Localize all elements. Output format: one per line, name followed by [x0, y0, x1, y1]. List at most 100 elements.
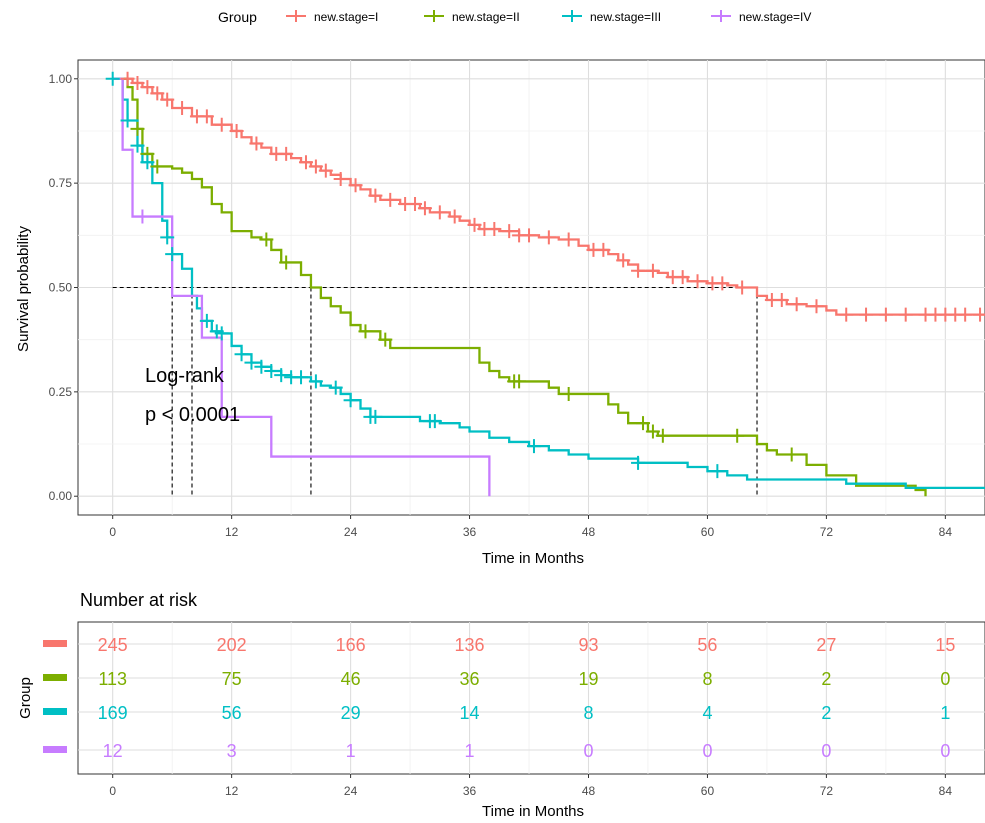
risk-cell: 46 — [341, 669, 361, 689]
x-tick-label: 84 — [939, 525, 953, 539]
censor-mark — [690, 274, 705, 289]
risk-x-tick-label: 84 — [939, 784, 953, 798]
censor-mark — [541, 230, 556, 245]
x-tick-label: 48 — [582, 525, 596, 539]
risk-cell: 245 — [98, 635, 128, 655]
risk-cell: 1 — [465, 741, 475, 761]
y-tick-label: 0.50 — [49, 281, 73, 295]
risk-cell: 2 — [821, 703, 831, 723]
censor-mark — [878, 307, 893, 322]
censor-mark — [447, 209, 462, 224]
risk-cell: 8 — [583, 703, 593, 723]
legend-title: Group — [218, 9, 257, 25]
censor-mark — [294, 370, 309, 385]
x-tick-label: 36 — [463, 525, 477, 539]
risk-cell: 169 — [98, 703, 128, 723]
risk-cell: 29 — [341, 703, 361, 723]
x-tick-label: 0 — [109, 525, 116, 539]
censor-mark — [432, 205, 447, 220]
censor-mark — [140, 155, 155, 170]
risk-cell: 8 — [702, 669, 712, 689]
censor-mark — [368, 409, 383, 424]
risk-cell: 113 — [98, 669, 127, 689]
censor-marks — [105, 71, 985, 479]
risk-table-title: Number at risk — [80, 590, 198, 610]
risk-x-tick-label: 12 — [225, 784, 239, 798]
censor-mark — [274, 368, 289, 383]
censor-mark — [199, 313, 214, 328]
risk-x-tick-label: 60 — [701, 784, 715, 798]
risk-group-swatch — [43, 746, 67, 753]
risk-cell: 56 — [222, 703, 242, 723]
survival-curve — [112, 77, 927, 497]
censor-mark — [229, 123, 244, 138]
censor-mark — [467, 217, 482, 232]
y-tick-label: 0.25 — [49, 385, 73, 399]
censor-mark — [130, 138, 145, 153]
censor-mark — [358, 324, 373, 339]
censor-mark — [130, 121, 145, 136]
censor-mark — [175, 101, 190, 116]
legend-label: new.stage=III — [590, 10, 661, 24]
risk-cell: 0 — [940, 741, 950, 761]
y-axis-title: Survival probability — [15, 226, 32, 352]
censor-mark — [279, 255, 294, 270]
censor-mark — [259, 232, 274, 247]
risk-group-swatch — [43, 674, 67, 681]
censor-mark — [636, 416, 651, 431]
censor-mark — [774, 293, 789, 308]
risk-y-axis-title: Group — [17, 677, 34, 719]
censor-mark — [408, 197, 423, 212]
risk-cell: 15 — [935, 635, 955, 655]
risk-x-tick-label: 48 — [582, 784, 596, 798]
censor-mark — [308, 374, 323, 389]
censor-mark — [526, 439, 541, 454]
risk-group-swatch — [43, 640, 67, 647]
censor-mark — [596, 242, 611, 257]
censor-mark — [333, 171, 348, 186]
censor-mark — [631, 455, 646, 470]
risk-cell: 1 — [346, 741, 356, 761]
risk-cell: 14 — [460, 703, 480, 723]
risk-cell: 4 — [702, 703, 712, 723]
censor-mark — [487, 222, 502, 237]
risk-group-swatches — [43, 640, 67, 753]
risk-cell: 19 — [578, 669, 598, 689]
risk-cell: 3 — [227, 741, 237, 761]
censor-mark — [214, 326, 229, 341]
censor-mark — [730, 428, 745, 443]
risk-x-tick-label: 0 — [109, 784, 116, 798]
censor-mark — [710, 464, 725, 479]
censor-mark — [140, 80, 155, 95]
risk-cell: 36 — [460, 669, 480, 689]
censor-mark — [348, 178, 363, 193]
censor-mark — [784, 447, 799, 462]
risk-x-tick-label: 24 — [344, 784, 358, 798]
censor-mark — [160, 230, 175, 245]
median-lines — [112, 286, 758, 497]
risk-table-panel — [77, 621, 985, 775]
risk-cell: 0 — [702, 741, 712, 761]
y-tick-label: 0.00 — [49, 489, 73, 503]
censor-mark — [298, 155, 313, 170]
censor-mark — [645, 424, 660, 439]
censor-mark — [308, 159, 323, 174]
risk-cell: 2 — [821, 669, 831, 689]
censor-mark — [120, 71, 135, 86]
censor-mark — [165, 247, 180, 262]
censor-mark — [675, 270, 690, 285]
censor-mark — [343, 393, 358, 408]
censor-mark — [631, 263, 646, 278]
censor-mark — [254, 359, 269, 374]
censor-mark — [214, 117, 229, 132]
km-plot: 0.00 0.25 0.50 0.75 1.00 0 12 24 36 48 60 72 84 Log… — [15, 59, 985, 567]
annotation-pvalue: p < 0.0001 — [145, 404, 240, 426]
censor-mark — [561, 386, 576, 401]
censor-mark — [561, 232, 576, 247]
censor-mark — [318, 163, 333, 178]
y-tick-label: 1.00 — [49, 72, 73, 86]
censor-mark — [522, 228, 537, 243]
risk-cell: 166 — [336, 635, 366, 655]
